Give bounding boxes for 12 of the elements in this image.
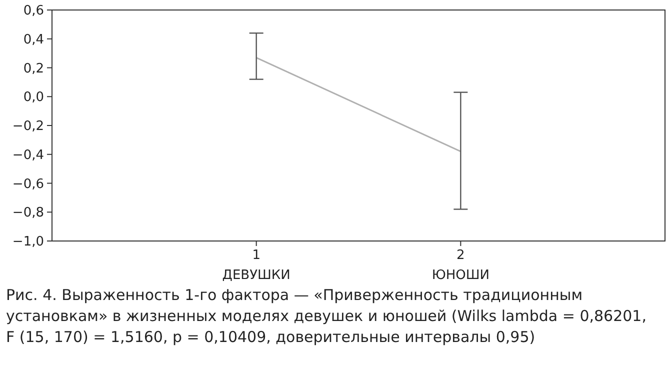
y-tick-label: 0,6	[23, 4, 44, 19]
y-tick-label: −0,6	[12, 176, 44, 192]
y-tick-label: 0,0	[23, 90, 44, 106]
y-tick-label: −0,8	[12, 206, 44, 221]
x-tick-label: 1 ДЕВУШКИ	[222, 248, 290, 283]
y-tick-label: −0,4	[12, 148, 44, 163]
x-tick-label: 2 ЮНОШИ	[432, 248, 490, 283]
y-tick-label: 0,4	[23, 32, 44, 48]
y-tick-label: −1,0	[12, 234, 44, 250]
y-tick-label: 0,2	[23, 61, 44, 76]
y-tick-label: −0,2	[12, 119, 44, 134]
text: Рис. 4. Выраженность 1-го фактора — «Приверженность традиционным установкам» в жизненных моделях девушек и юношей (Wilks lambda = 0,86201, F (15, 170) = 1,5160, p = 0,10409, доверительные интервалы 0,95)	[6, 286, 646, 346]
